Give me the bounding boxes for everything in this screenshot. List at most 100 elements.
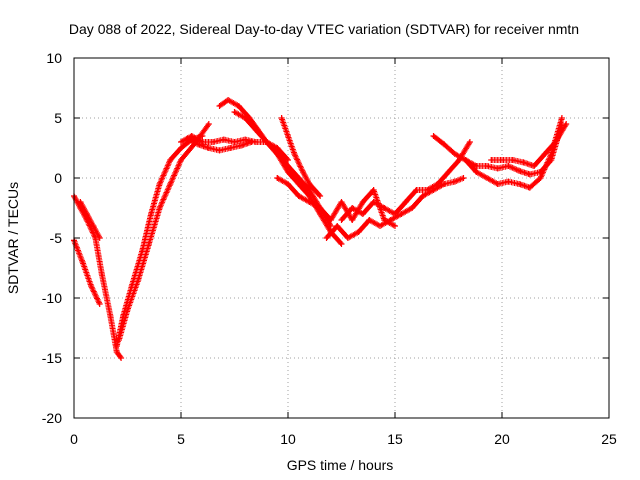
data-point <box>537 175 544 181</box>
series-trace <box>274 175 397 229</box>
series-track-m <box>338 139 473 223</box>
data-point <box>349 217 356 223</box>
data-point <box>355 229 362 235</box>
data-point <box>548 151 555 157</box>
x-tick-label: 20 <box>494 431 510 447</box>
series-track-i <box>231 109 345 247</box>
data-point <box>419 193 426 199</box>
axis-ticks <box>73 57 610 419</box>
series-track-c <box>77 199 103 241</box>
data-point <box>526 171 533 178</box>
data-point <box>441 181 448 187</box>
data-point <box>167 157 174 163</box>
data-point <box>156 205 163 211</box>
data-point <box>77 199 84 205</box>
data-point <box>317 193 324 199</box>
y-tick-label: -5 <box>50 230 63 246</box>
grid <box>74 58 609 418</box>
data-point <box>409 205 416 211</box>
data-point <box>505 178 512 185</box>
y-axis-label: SDTVAR / TECUs <box>5 182 21 294</box>
data-point <box>484 175 491 181</box>
x-tick-label: 25 <box>601 431 617 447</box>
series-track-k <box>274 175 398 229</box>
data-point <box>237 142 244 149</box>
data-point <box>434 181 441 187</box>
data-point <box>205 145 212 151</box>
data-point <box>466 139 473 145</box>
data-point <box>398 211 405 217</box>
data-point <box>113 349 120 355</box>
data-point <box>242 115 249 121</box>
data-point <box>274 151 281 157</box>
data-point <box>451 178 458 185</box>
series-trace <box>113 133 205 349</box>
series-track-p <box>488 121 570 169</box>
data-point <box>338 241 345 247</box>
data-point <box>413 187 420 193</box>
data-point <box>505 163 512 169</box>
data-point <box>306 199 313 205</box>
data-point <box>167 181 174 187</box>
data-point <box>291 151 298 157</box>
data-point <box>107 313 114 319</box>
data-point <box>334 223 341 229</box>
data-point <box>90 223 97 229</box>
y-tick-label: 10 <box>46 50 62 66</box>
data-point <box>430 133 437 139</box>
y-tick-label: -10 <box>42 290 62 306</box>
data-point <box>79 259 86 265</box>
series-track-g <box>184 135 255 154</box>
data-point <box>135 277 142 283</box>
data-point <box>402 199 409 205</box>
data-point <box>216 103 223 109</box>
series-track-d <box>113 133 206 349</box>
data-point <box>387 217 394 223</box>
data-point <box>88 283 95 289</box>
series-track-o <box>462 115 565 191</box>
data-point <box>299 169 306 175</box>
data-point <box>370 187 377 193</box>
data-point <box>118 355 125 361</box>
data-layer <box>71 97 570 361</box>
y-tick-label: -15 <box>42 350 62 366</box>
data-point <box>178 157 184 163</box>
data-point <box>344 235 351 241</box>
data-point <box>178 139 184 145</box>
data-point <box>473 169 480 175</box>
data-point <box>231 109 238 115</box>
y-tick-label: -20 <box>42 410 62 426</box>
data-point <box>184 135 191 142</box>
data-point <box>306 181 313 187</box>
data-point <box>488 157 495 163</box>
x-tick-labels: 0 5 10 15 20 25 <box>70 431 617 447</box>
data-point <box>484 163 491 169</box>
data-point <box>205 121 212 127</box>
data-point <box>210 139 217 145</box>
series-trace <box>71 193 124 360</box>
data-point <box>227 145 234 151</box>
data-point <box>516 167 523 174</box>
data-point <box>509 157 516 163</box>
data-point <box>96 235 103 241</box>
data-point <box>451 151 458 157</box>
data-point <box>83 211 90 217</box>
data-point <box>225 97 232 103</box>
data-point <box>520 159 527 166</box>
data-point <box>359 211 366 217</box>
data-point <box>392 223 398 229</box>
data-point <box>295 181 302 187</box>
data-point <box>494 181 501 187</box>
data-point <box>370 199 377 205</box>
data-point <box>359 199 366 205</box>
x-tick-label: 15 <box>387 431 403 447</box>
data-point <box>148 211 155 217</box>
x-tick-label: 5 <box>177 431 185 447</box>
data-point <box>462 157 469 163</box>
data-point <box>274 175 281 181</box>
data-point <box>306 193 313 199</box>
series-track-f <box>178 133 291 163</box>
data-point <box>558 115 565 121</box>
